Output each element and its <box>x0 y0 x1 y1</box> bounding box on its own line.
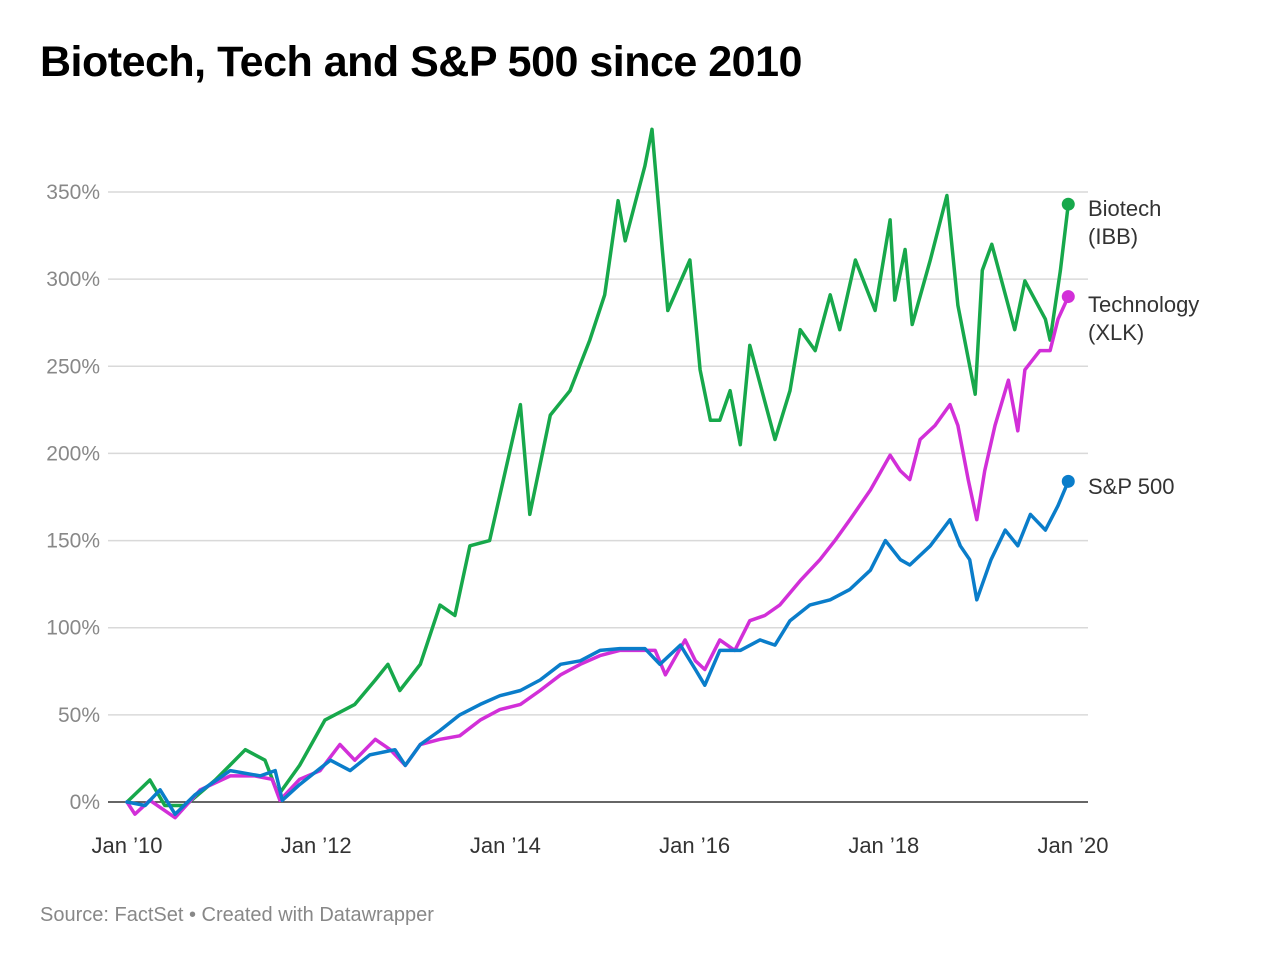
series-end-dot <box>1061 290 1075 304</box>
series-label: Biotech <box>1088 196 1161 221</box>
source-note: Source: FactSet • Created with Datawrapp… <box>40 904 434 926</box>
x-tick-label: Jan ’12 <box>281 833 352 858</box>
series-labels: Biotech (IBB) Technology (XLK) S&P 500 <box>1088 196 1199 499</box>
series-end-dot <box>1061 197 1075 211</box>
y-tick-label: 300% <box>46 268 100 291</box>
y-tick-label: 200% <box>46 442 100 465</box>
x-tick-label: Jan ’18 <box>848 833 919 858</box>
x-tick-label: Jan ’16 <box>659 833 730 858</box>
y-tick-label: 350% <box>46 181 100 204</box>
y-tick-label: 100% <box>46 617 100 640</box>
series-line-s-p-500 <box>125 479 1071 816</box>
y-tick-label: 250% <box>46 355 100 378</box>
x-tick-label: Jan ’14 <box>470 833 541 858</box>
series-label: S&P 500 <box>1088 474 1174 499</box>
y-axis-ticks: 0% 50% 100% 150% 200% 250% 300% 350% <box>46 181 100 814</box>
series-label: (XLK) <box>1088 320 1144 345</box>
series-label: (IBB) <box>1088 224 1138 249</box>
series-line-technology <box>125 294 1071 820</box>
gridlines <box>108 191 1088 803</box>
x-axis-ticks: Jan ’10 Jan ’12 Jan ’14 Jan ’16 Jan ’18 Jan ’… <box>92 833 1109 858</box>
x-tick-label: Jan ’20 <box>1038 833 1109 858</box>
y-tick-label: 150% <box>46 530 100 553</box>
series-lines <box>125 127 1075 820</box>
series-label: Technology <box>1088 292 1199 317</box>
chart-title: Biotech, Tech and S&P 500 since 2010 <box>40 38 802 86</box>
series-end-dot <box>1061 474 1075 488</box>
series-line-biotech <box>125 127 1071 808</box>
y-tick-label: 0% <box>70 791 100 814</box>
y-tick-label: 50% <box>58 704 100 727</box>
x-tick-label: Jan ’10 <box>92 833 163 858</box>
